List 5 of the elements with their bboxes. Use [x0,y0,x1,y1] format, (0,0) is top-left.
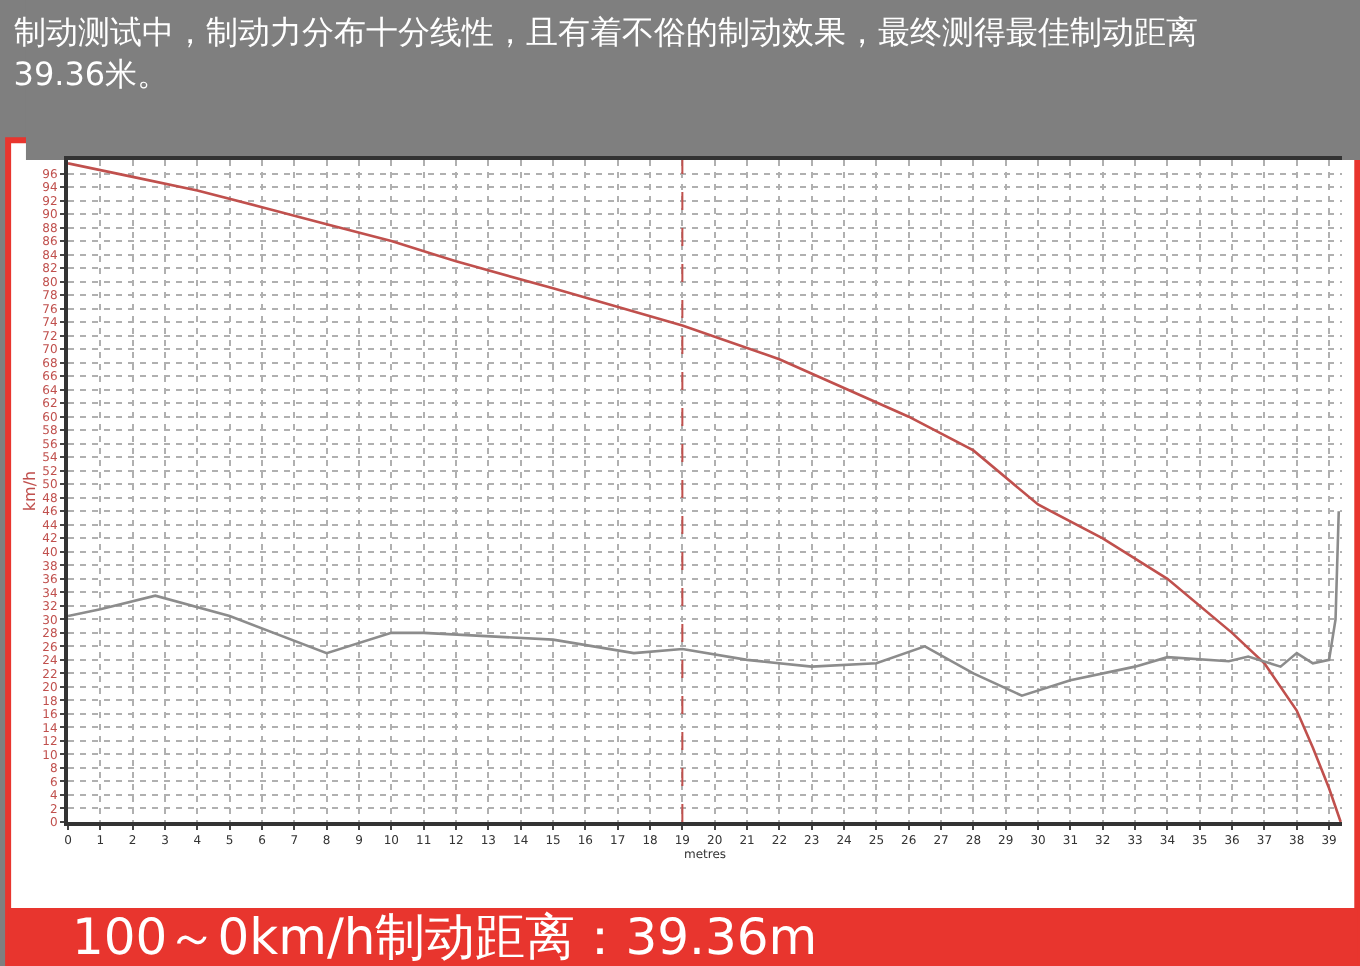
line-series [68,162,1342,822]
text: 100～0km/h制动距离：39.36m [72,908,818,966]
line-series [68,509,1341,697]
y-axis-title: km/h [20,470,39,512]
chart-title: 制动测试中，制动力分布十分线性，且有着不俗的制动效果，最终测得最佳制动距离39.36米。 [13,13,1198,94]
